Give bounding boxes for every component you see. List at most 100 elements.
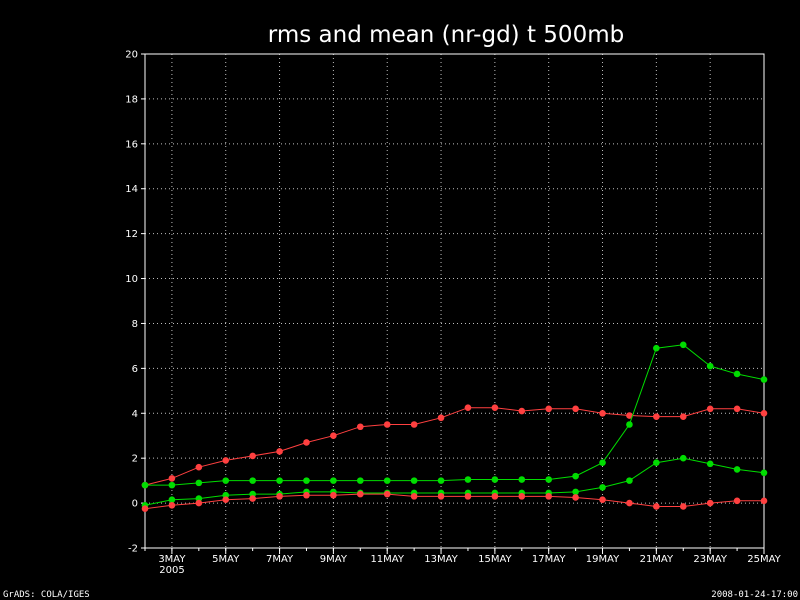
series-2-point xyxy=(195,479,203,487)
y-tick-label: 8 xyxy=(132,319,138,330)
x-tick-label: 17MAY xyxy=(532,554,566,565)
series-1-point xyxy=(195,463,203,471)
series-3-point xyxy=(733,466,741,473)
series-3-point xyxy=(168,496,176,504)
series-4-point xyxy=(653,503,660,510)
series-1-point xyxy=(760,409,768,417)
footer-right-label: 2008-01-24-17:00 xyxy=(711,590,798,600)
series-1-point xyxy=(599,409,606,417)
series-2-point xyxy=(599,459,606,466)
series-4-point xyxy=(168,502,176,509)
y-tick-label: 14 xyxy=(125,184,138,195)
series-3-point xyxy=(760,469,768,477)
series-1-point xyxy=(491,404,499,411)
series-2-point xyxy=(545,476,552,483)
x-tick-label: 15MAY xyxy=(478,554,512,565)
chart-title: rms and mean (nr-gd) t 500mb xyxy=(268,22,624,48)
grid xyxy=(145,54,764,548)
series-1-point xyxy=(330,432,337,440)
x-tick-label: 13MAY xyxy=(424,554,458,565)
series-4-point xyxy=(437,493,445,500)
series-1-point xyxy=(168,475,176,482)
y-tick-label: 20 xyxy=(125,50,138,61)
series-3-line xyxy=(144,457,765,506)
series-1-point xyxy=(545,405,552,413)
series-1-point xyxy=(733,405,741,413)
series-2-line xyxy=(145,344,765,486)
y-tick-label: 16 xyxy=(125,139,138,150)
series-4-point xyxy=(464,493,472,500)
series-3-point xyxy=(626,477,633,484)
series-4 xyxy=(141,490,768,513)
series-4-point xyxy=(249,495,256,502)
series-4-point xyxy=(491,493,499,500)
series-1-point xyxy=(653,413,660,420)
series-3-point xyxy=(572,488,579,496)
series-1-point xyxy=(410,421,418,428)
series-2-point xyxy=(572,472,579,480)
series-2-point xyxy=(141,481,149,489)
series-1-point xyxy=(383,421,391,428)
series-1-point xyxy=(303,439,310,446)
series-1-point xyxy=(518,407,526,415)
series-4-point xyxy=(330,491,337,499)
series-4-point xyxy=(383,490,391,498)
series-2-point xyxy=(437,477,445,484)
series-2-point xyxy=(303,477,310,484)
x-tick-label: 21MAY xyxy=(640,554,674,565)
x-tick-label: 3MAY xyxy=(158,554,186,565)
x-tick-label: 25MAY xyxy=(747,554,781,565)
x-tick-label: 23MAY xyxy=(693,554,727,565)
series-4-point xyxy=(222,496,230,504)
series-1-point xyxy=(222,457,230,464)
footer-left-label: GrADS: COLA/IGES xyxy=(3,590,90,600)
series-4-point xyxy=(679,503,687,510)
x-tick-label: 19MAY xyxy=(586,554,620,565)
series-4-point xyxy=(303,491,310,499)
series-2-point xyxy=(357,477,364,484)
series-4-point xyxy=(706,499,714,507)
y-tick-label: 12 xyxy=(125,229,138,240)
series-4-point xyxy=(733,497,741,505)
y-tick-label: 6 xyxy=(132,364,138,375)
series-3-point xyxy=(599,484,606,491)
series-4-point xyxy=(518,493,526,500)
series-4-point xyxy=(276,493,283,500)
series-1-point xyxy=(249,452,256,460)
series-1-point xyxy=(679,413,687,420)
series-1-point xyxy=(572,405,579,413)
series-2-point xyxy=(249,477,256,484)
series-4-point xyxy=(599,496,606,504)
series-2-point xyxy=(491,476,499,483)
series-1 xyxy=(141,404,768,489)
y-tick-label: 0 xyxy=(132,499,138,510)
series-2-point xyxy=(464,476,472,483)
y-tick-label: 4 xyxy=(132,409,138,420)
series-2-point xyxy=(330,477,337,484)
series-3 xyxy=(141,454,768,509)
series-4-point xyxy=(760,497,768,505)
series-1-point xyxy=(464,404,472,411)
series-4-point xyxy=(626,499,633,507)
series-1-point xyxy=(276,448,283,455)
y-tick-label: -2 xyxy=(128,544,138,555)
series-4-point xyxy=(141,505,149,513)
series-1-line xyxy=(144,407,765,486)
x-tick-label: 11MAY xyxy=(370,554,404,565)
series-2 xyxy=(141,341,768,489)
series-4-point xyxy=(545,493,552,500)
series-1-point xyxy=(437,414,445,422)
y-tick-label: 18 xyxy=(125,94,138,105)
x-tick-label: 7MAY xyxy=(266,554,294,565)
series-2-point xyxy=(626,421,633,428)
series-2-point xyxy=(410,477,418,484)
series-4-line xyxy=(144,493,764,510)
x-tick-label: 9MAY xyxy=(320,554,348,565)
series-1-point xyxy=(357,423,364,431)
x-axis: 3MAY 5MAY 7MAY 9MAY 11MAY 13MAY 15MAY 17MAY 19MA… xyxy=(144,548,782,565)
series-2-point xyxy=(760,376,768,383)
x-tick-label: 5MAY xyxy=(212,554,240,565)
series-2-point xyxy=(383,477,391,484)
y-tick-label: 10 xyxy=(125,274,138,285)
